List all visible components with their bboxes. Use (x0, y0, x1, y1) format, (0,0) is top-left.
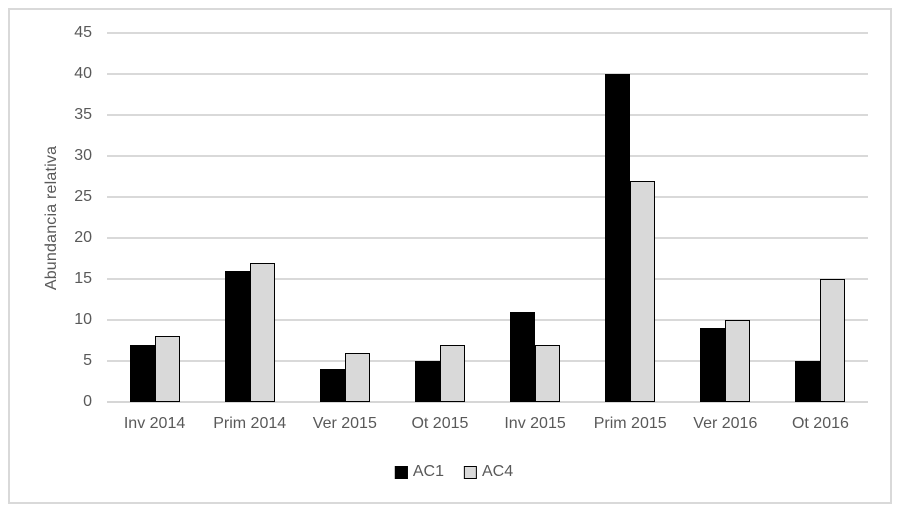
y-tick-label-35: 35 (74, 106, 92, 123)
gridline-20 (107, 237, 868, 239)
bar-ac4-prim-2014 (249, 262, 275, 402)
y-tick-label-25: 25 (74, 188, 92, 205)
bar-ac1-prim-2014 (224, 270, 250, 402)
bar-ac1-ver-2015 (319, 369, 345, 402)
bar-ac4-inv-2014 (154, 336, 180, 402)
bar-ac4-ver-2016 (725, 320, 751, 402)
bar-ac1-ver-2016 (700, 328, 726, 402)
y-tick-label-20: 20 (74, 229, 92, 246)
chart-legend: AC1 AC4 (394, 463, 513, 481)
legend-label-ac1: AC1 (412, 463, 444, 480)
y-tick-label-15: 15 (74, 270, 92, 287)
x-tick-label-ver-2016: Ver 2016 (693, 415, 758, 432)
bar-ac1-ot-2015 (414, 361, 440, 402)
legend-item-ac4: AC4 (464, 463, 513, 481)
gridline-15 (107, 278, 868, 280)
y-tick-label-45: 45 (74, 24, 92, 41)
x-tick-label-ot-2015: Ot 2015 (411, 415, 469, 432)
bar-ac4-ot-2015 (439, 344, 465, 402)
gridline-5 (107, 360, 868, 362)
x-tick-label-prim-2015: Prim 2015 (593, 415, 667, 432)
x-tick-label-inv-2015: Inv 2015 (504, 415, 566, 432)
bar-ac4-prim-2015 (630, 180, 656, 402)
gridline-10 (107, 319, 868, 321)
y-tick-label-5: 5 (83, 352, 92, 369)
y-tick-label-0: 0 (83, 393, 92, 410)
x-tick-label-ver-2015: Ver 2015 (312, 415, 377, 432)
x-tick-label-prim-2014: Prim 2014 (213, 415, 287, 432)
bar-ac4-ot-2016 (820, 279, 846, 402)
x-axis-line (107, 401, 868, 403)
bar-ac1-ot-2016 (795, 361, 821, 402)
legend-item-ac1: AC1 (394, 463, 444, 481)
bar-ac4-ver-2015 (344, 352, 370, 402)
y-axis-title: Abundancia relativa (43, 145, 60, 291)
gridline-30 (107, 155, 868, 157)
legend-label-ac4: AC4 (482, 463, 514, 480)
gridline-40 (107, 73, 868, 75)
gridline-35 (107, 114, 868, 116)
bar-ac1-inv-2014 (129, 344, 155, 402)
chart-frame (8, 8, 892, 504)
legend-swatch-ac1 (394, 465, 408, 479)
y-tick-label-10: 10 (74, 311, 92, 328)
bar-ac4-inv-2015 (535, 344, 561, 402)
bar-ac1-prim-2015 (605, 74, 631, 402)
gridline-45 (107, 32, 868, 34)
y-tick-label-30: 30 (74, 147, 92, 164)
bar-ac1-inv-2015 (510, 311, 536, 402)
x-tick-label-inv-2014: Inv 2014 (123, 415, 186, 432)
gridline-25 (107, 196, 868, 198)
y-tick-label-40: 40 (74, 65, 92, 82)
legend-swatch-ac4 (464, 465, 477, 479)
x-tick-label-ot-2016: Ot 2016 (791, 415, 849, 432)
